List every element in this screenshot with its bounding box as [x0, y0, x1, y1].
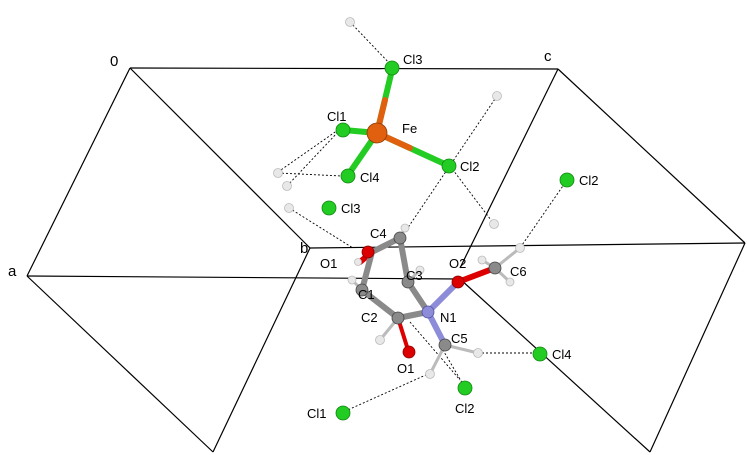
label-c2: C2 [361, 310, 378, 325]
hbond-cl2-h [449, 165, 495, 225]
c4-atom [393, 231, 407, 245]
cell-edge-ac-abc [459, 278, 651, 453]
c5-atom [438, 338, 452, 352]
h-atom [354, 258, 362, 266]
heavy-atoms [321, 60, 575, 421]
c6-atom [488, 261, 502, 275]
h-atom [284, 203, 294, 213]
hbond-h-cl3 [349, 21, 393, 67]
h-atom [515, 243, 525, 253]
h-atom [492, 91, 502, 101]
n1-atom [421, 305, 435, 319]
cell-edge-c-bc [557, 68, 746, 244]
fe-atom [366, 122, 388, 144]
label-cl1-bot: Cl1 [307, 406, 327, 421]
cell-edge-bc-abc [649, 242, 746, 453]
label-c4: C4 [370, 226, 387, 241]
unit-cell [26, 67, 746, 453]
h-atom [415, 265, 425, 275]
hbond-h-cl1-b [286, 131, 339, 187]
bond-c4-c3 [397, 235, 411, 285]
h-atom [505, 277, 515, 287]
hbond-h-cl2-top [404, 95, 498, 233]
label-o1: O1 [320, 256, 337, 271]
label-cl4-top: Cl4 [360, 170, 380, 185]
o1-atom [361, 245, 375, 259]
axis-label-c: c [544, 48, 552, 65]
cell-edge-0-b [129, 67, 311, 249]
hydrogen-bonds [277, 21, 568, 414]
label-n1: N1 [440, 310, 457, 325]
h-atom [425, 369, 435, 379]
h-atom [282, 181, 292, 191]
hbond-h-cl4 [277, 172, 343, 177]
cell-edge-0-c [129, 67, 559, 70]
hydrogen-atoms [273, 17, 525, 379]
label-c1: C1 [358, 287, 375, 302]
label-cl1-top: Cl1 [327, 109, 347, 124]
label-c5: C5 [451, 331, 468, 346]
bond-c1-c2 [359, 287, 401, 321]
cl4-bot-atom [532, 346, 548, 362]
h-atom [473, 348, 483, 358]
cell-edge-a-ab [26, 275, 214, 453]
label-c3: C3 [406, 268, 423, 283]
label-c6: C6 [510, 264, 527, 279]
cl1-top-atom [335, 122, 351, 138]
o2-atom [451, 275, 465, 289]
h-atom [477, 255, 487, 265]
label-fe: Fe [402, 121, 417, 136]
hbond-h-o1 [288, 207, 354, 249]
cell-edge-c-ac [459, 68, 559, 269]
cl2-bot-atom [457, 380, 473, 396]
h-atom [489, 219, 499, 229]
h-atom [273, 168, 283, 178]
h-atom [400, 223, 410, 233]
fecl4-bonds [341, 67, 450, 178]
label-cl2-top: Cl2 [460, 159, 480, 174]
label-cl2-bot: Cl2 [455, 401, 475, 416]
label-cl4-bot: Cl4 [552, 347, 572, 362]
axis-label-a: a [8, 263, 17, 280]
cell-edge-0-a [26, 67, 131, 277]
c1-atom [355, 283, 369, 297]
hbond-cl1-h [340, 373, 429, 414]
cl3-top-atom [384, 60, 400, 76]
c2-atom [391, 311, 405, 325]
bond-o2-c6 [455, 265, 498, 285]
hbond-cl2-right [519, 179, 568, 249]
bond-c4-c1 [359, 249, 375, 293]
axis-label-origin: 0 [110, 53, 118, 70]
axis-labels: 0 a b c [8, 48, 552, 280]
cell-edge-b-ab [212, 247, 311, 453]
cl2-right-atom [559, 172, 575, 188]
o1-bot-atom [402, 345, 416, 359]
cl4-top-atom [340, 168, 356, 184]
cl1-bot-atom [335, 405, 351, 421]
h-atom [375, 335, 385, 345]
hbond-c2-cl2 [409, 321, 461, 381]
label-o2: O2 [449, 256, 466, 271]
label-cl3-top: Cl3 [403, 52, 423, 67]
h-atom [345, 17, 355, 27]
c3-atom [401, 275, 415, 289]
hbond-h-cl1 [277, 129, 339, 173]
atom-labels: Cl3 Cl1 Fe Cl4 Cl2 Cl2 Cl3 C4 O1 O2 C6 C… [307, 52, 599, 421]
label-cl2-right: Cl2 [579, 173, 599, 188]
h-atom [347, 275, 357, 285]
cation-bonds [350, 226, 522, 376]
label-o1-bot: O1 [397, 361, 414, 376]
bond-n1-o2 [425, 279, 461, 315]
label-cl3-mid: Cl3 [341, 201, 361, 216]
cell-edge-a-ac [26, 275, 461, 280]
cl3-mid-atom [321, 200, 337, 216]
axis-label-b: b [300, 240, 308, 257]
cl2-top-atom [441, 158, 457, 174]
